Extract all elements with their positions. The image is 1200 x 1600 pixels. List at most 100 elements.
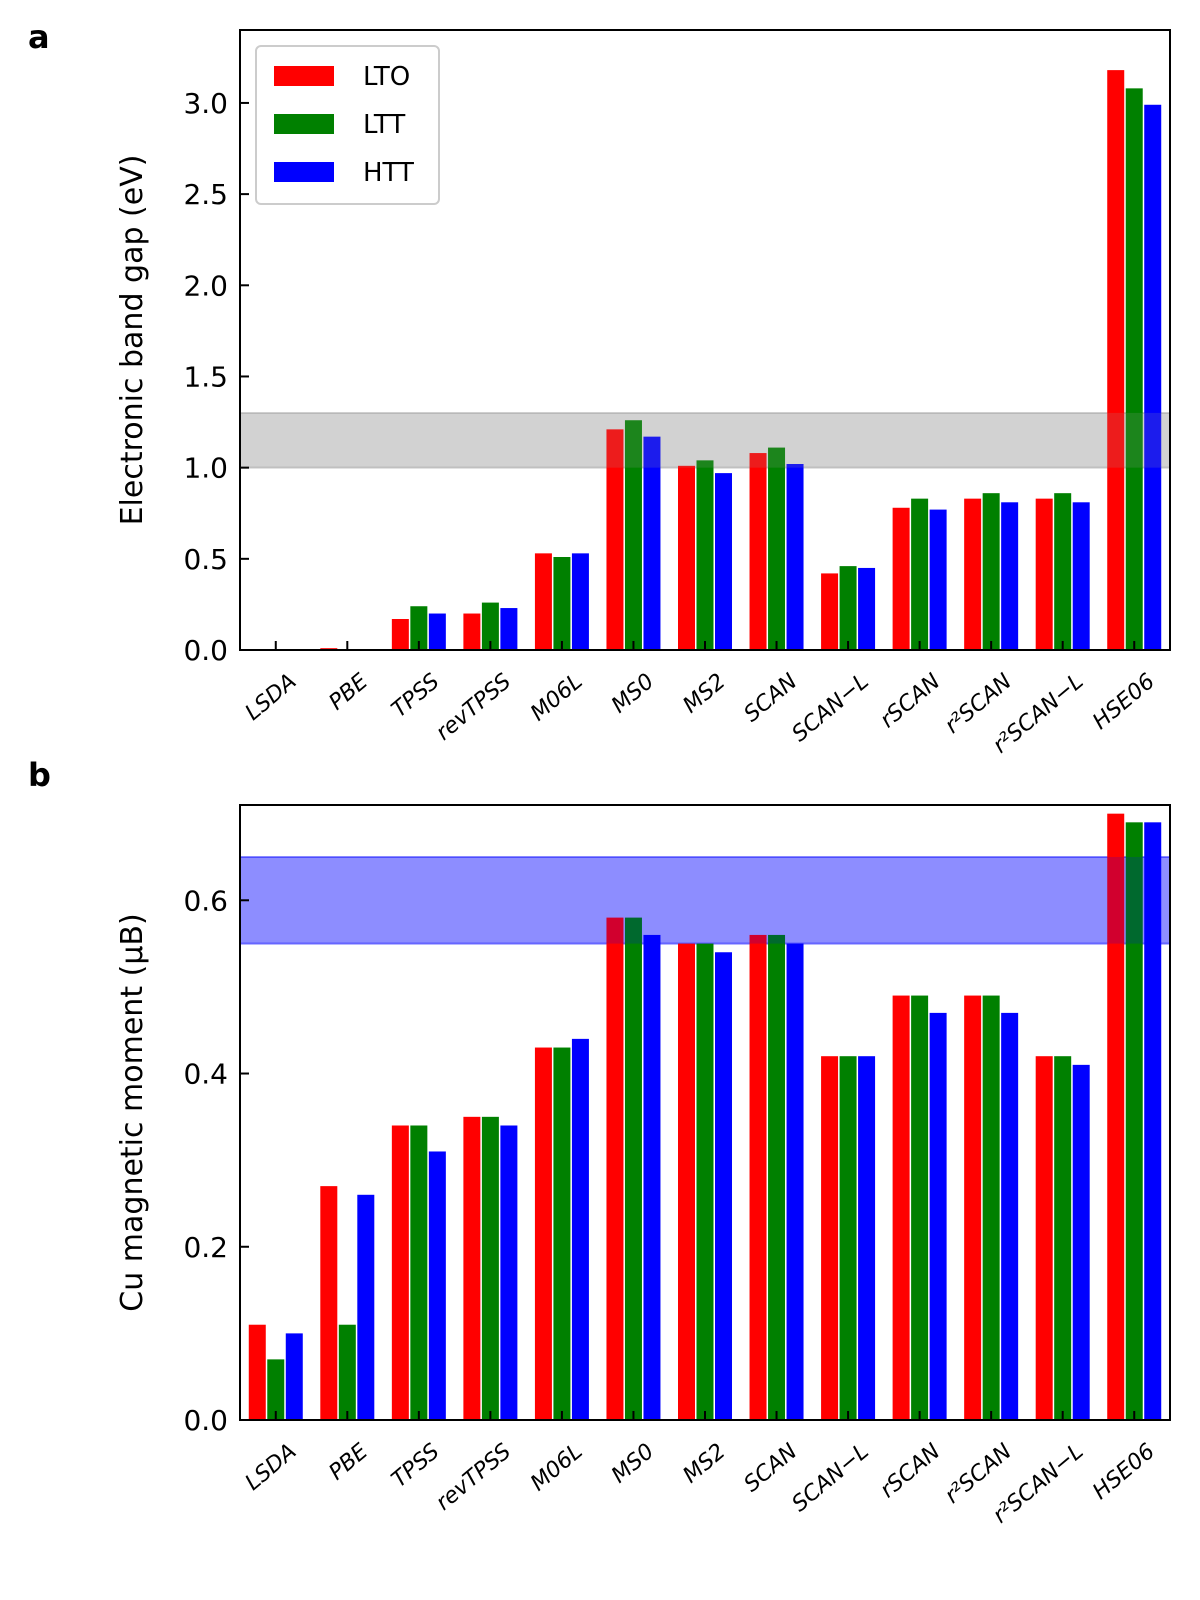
bar-htt-2 xyxy=(428,1151,446,1420)
bar-ltt-12 xyxy=(1125,88,1143,650)
shaded-band-overlay xyxy=(240,856,1170,944)
bar-htt-3 xyxy=(500,1125,518,1420)
panel-a-band-gap-chart: a 0.0 0.5 1.0 1.5 2.0 2.5 3.0 LSDA PBE TPSSrevTPSS… xyxy=(28,18,1171,759)
bar-htt-8 xyxy=(858,567,876,650)
x-category-label: rSCAN xyxy=(876,1439,946,1503)
legend: LTO LTT HTT xyxy=(255,45,440,205)
bar-ltt-10 xyxy=(982,493,1000,650)
bar-htt-11 xyxy=(1072,1064,1090,1420)
bar-htt-10 xyxy=(1001,502,1019,650)
bar-lto-7 xyxy=(749,453,767,650)
bar-htt-2 xyxy=(428,613,446,650)
bar-ltt-5 xyxy=(624,420,642,650)
bar-lto-8 xyxy=(821,573,839,650)
x-category-label: M06L xyxy=(526,669,587,726)
x-category-label: M06L xyxy=(526,1439,587,1496)
legend-label-ltt: LTT xyxy=(363,110,405,140)
bar-ltt-6 xyxy=(696,460,714,650)
bar-htt-6 xyxy=(715,952,732,1420)
x-category-label: SCAN−L xyxy=(788,669,874,747)
bar-lto-9 xyxy=(892,995,910,1420)
bar-lto-1 xyxy=(320,1186,338,1420)
bar-lto-12 xyxy=(1107,813,1125,1420)
bar-htt-3 xyxy=(500,608,518,650)
bar-lto-11 xyxy=(1035,1056,1053,1420)
bar-ltt-10 xyxy=(982,995,1000,1420)
y-tick-label: 2.5 xyxy=(183,178,228,211)
shaded-reference-band xyxy=(240,412,1170,468)
bar-htt-12 xyxy=(1144,104,1162,650)
bar-ltt-4 xyxy=(553,1047,571,1420)
x-category-label: SCAN−L xyxy=(788,1439,874,1517)
bar-lto-11 xyxy=(1035,498,1053,650)
bar-ltt-11 xyxy=(1054,493,1072,650)
bar-ltt-3 xyxy=(481,602,499,650)
bar-htt-11 xyxy=(1072,502,1090,650)
bar-htt-9 xyxy=(929,1012,947,1420)
bar-lto-9 xyxy=(892,507,910,650)
bar-htt-6 xyxy=(715,473,732,650)
x-category-label: LSDA xyxy=(241,669,302,726)
x-category-label: MS2 xyxy=(679,1439,731,1488)
legend-label-htt: HTT xyxy=(363,158,414,188)
bar-ltt-11 xyxy=(1054,1056,1072,1420)
x-category-label: LSDA xyxy=(241,1439,302,1496)
y-tick-label: 1.0 xyxy=(183,452,228,485)
bar-ltt-6 xyxy=(696,943,714,1420)
x-category-label: revTPSS xyxy=(431,1439,516,1516)
shaded-reference-band xyxy=(240,856,1170,944)
x-category-label: SCAN xyxy=(739,669,802,727)
x-category-label: MS0 xyxy=(607,1439,659,1488)
bar-ltt-8 xyxy=(839,1056,857,1420)
bar-lto-7 xyxy=(749,934,767,1420)
bar-ltt-9 xyxy=(911,995,929,1420)
legend-swatch-lto xyxy=(274,66,334,86)
bar-ltt-12 xyxy=(1125,822,1143,1420)
x-category-label: TPSS xyxy=(387,669,444,723)
bar-ltt-9 xyxy=(911,498,929,650)
bar-htt-7 xyxy=(786,464,804,650)
x-category-label: SCAN xyxy=(739,1439,802,1497)
y-tick-label: 3.0 xyxy=(183,87,228,120)
bar-htt-7 xyxy=(786,943,804,1420)
bar-htt-4 xyxy=(571,1038,589,1420)
x-category-label: MS2 xyxy=(679,669,731,718)
bar-ltt-3 xyxy=(481,1116,499,1420)
x-category-label: PBE xyxy=(324,669,373,715)
bar-lto-10 xyxy=(964,995,982,1420)
bar-ltt-7 xyxy=(768,447,786,650)
bar-ltt-5 xyxy=(624,917,642,1420)
bar-ltt-0 xyxy=(267,1359,285,1420)
bar-lto-2 xyxy=(391,619,409,650)
bar-htt-8 xyxy=(858,1056,876,1420)
y-tick-label: 2.0 xyxy=(183,269,228,302)
legend-label-lto: LTO xyxy=(363,62,410,92)
x-category-label: PBE xyxy=(324,1439,373,1485)
bar-lto-6 xyxy=(678,943,695,1420)
y-tick-label: 0.0 xyxy=(183,634,228,667)
bar-lto-8 xyxy=(821,1056,839,1420)
bar-htt-10 xyxy=(1001,1012,1019,1420)
bar-ltt-4 xyxy=(553,557,571,650)
panel-letter: a xyxy=(28,18,50,56)
bar-lto-6 xyxy=(678,465,695,650)
bar-lto-4 xyxy=(534,553,552,650)
bar-lto-10 xyxy=(964,498,982,650)
bar-lto-3 xyxy=(463,613,481,650)
bar-lto-5 xyxy=(606,429,624,650)
y-tick-label: 0.0 xyxy=(183,1404,228,1437)
y-tick-label: 0.2 xyxy=(183,1231,228,1264)
panel-letter: b xyxy=(28,756,51,794)
bar-ltt-7 xyxy=(768,934,786,1420)
x-category-label: MS0 xyxy=(607,669,659,718)
bar-lto-5 xyxy=(606,917,624,1420)
legend-swatch-ltt xyxy=(274,114,334,134)
bar-lto-3 xyxy=(463,1116,481,1420)
bar-htt-0 xyxy=(285,1333,303,1420)
x-category-label: TPSS xyxy=(387,1439,444,1493)
bar-lto-2 xyxy=(391,1125,409,1420)
x-category-label: HSE06 xyxy=(1088,669,1160,735)
y-tick-label: 0.4 xyxy=(183,1058,228,1091)
